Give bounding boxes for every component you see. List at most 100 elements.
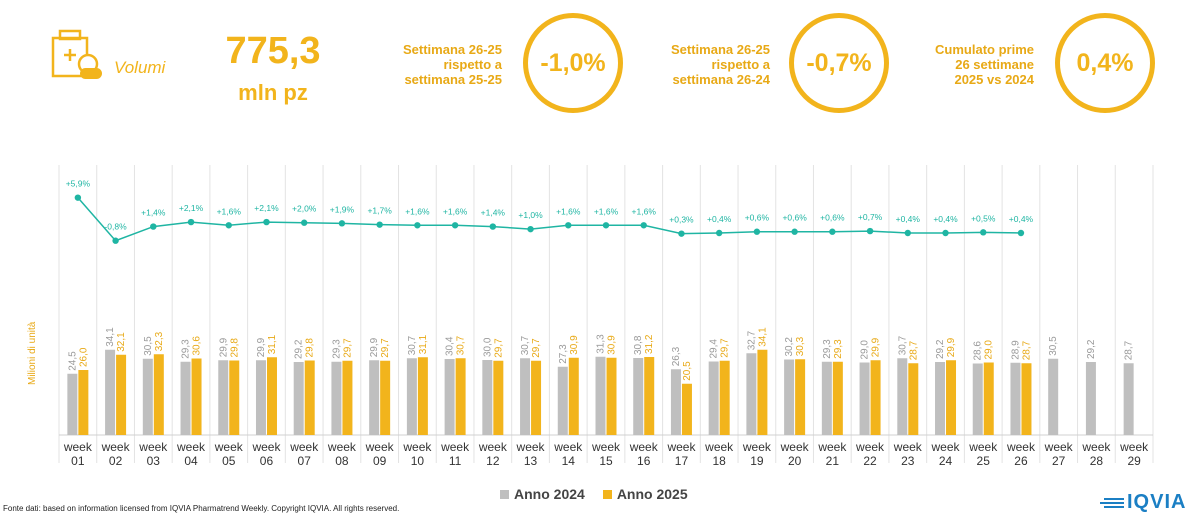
x-tick-label: week (742, 440, 772, 454)
x-tick-label: 21 (826, 454, 840, 468)
x-tick-label: 16 (637, 454, 651, 468)
bar-value-label: 28,7 (908, 340, 919, 360)
logo-mark-icon (1098, 495, 1124, 511)
growth-point (640, 222, 647, 229)
bar-2025-9 (380, 360, 391, 435)
growth-point (678, 230, 685, 237)
bar-value-label: 28,7 (1124, 340, 1135, 360)
bar-value-label: 29,7 (493, 338, 504, 358)
x-tick-label: 04 (184, 454, 198, 468)
pill-box-icon (51, 29, 102, 79)
y-axis-title: Milioni di unità (27, 321, 38, 385)
bar-2024-2 (105, 349, 116, 435)
x-tick-label: week (251, 440, 281, 454)
x-tick-label: 09 (373, 454, 387, 468)
x-tick-label: 12 (486, 454, 500, 468)
source-note: Fonte dati: based on information license… (3, 504, 400, 513)
bar-value-label: 29,8 (229, 338, 240, 358)
x-tick-label: week (214, 440, 244, 454)
growth-point (225, 222, 232, 229)
growth-label: +2,1% (254, 203, 279, 213)
bar-value-label: 29,3 (833, 339, 844, 359)
bar-value-label: 29,7 (342, 338, 353, 358)
kpi-cumulative-label: Cumulato prime 26 settimane 2025 vs 2024 (935, 42, 1034, 87)
x-tick-label: week (327, 440, 357, 454)
growth-point (753, 228, 761, 235)
x-tick-label: week (289, 440, 319, 454)
growth-label: +1,6% (405, 206, 430, 216)
growth-point (980, 229, 987, 236)
x-tick-label: 29 (1127, 454, 1141, 468)
x-tick-label: 07 (298, 454, 312, 468)
growth-label: +5,9% (66, 179, 91, 189)
bar-value-label: 29,0 (984, 340, 995, 360)
growth-point (338, 220, 346, 227)
x-tick-label: week (855, 440, 885, 454)
total-volume-unit: mln pz (238, 80, 308, 105)
growth-label: +0,6% (820, 213, 845, 223)
x-tick-label: week (666, 440, 696, 454)
bar-2025-11 (455, 358, 466, 435)
x-tick-label: week (478, 440, 508, 454)
bar-value-label: 28,9 (1010, 340, 1021, 360)
bar-value-label: 29,7 (380, 338, 391, 358)
x-tick-label: week (553, 440, 583, 454)
bar-value-label: 30,9 (569, 335, 580, 355)
x-tick-label: 28 (1090, 454, 1104, 468)
bar-value-label: 28,6 (973, 341, 984, 361)
bar-2024-8 (331, 361, 342, 435)
bar-2024-4 (180, 361, 191, 435)
chart-legend: Anno 2024 Anno 2025 (500, 486, 688, 502)
x-tick-label: 02 (109, 454, 123, 468)
bar-2025-5 (229, 360, 240, 435)
bar-2024-28 (1085, 362, 1096, 435)
x-tick-label: week (629, 440, 659, 454)
bar-value-label: 30,7 (407, 335, 418, 355)
x-tick-label: week (931, 440, 961, 454)
bar-2024-12 (482, 360, 493, 435)
growth-point (301, 219, 308, 226)
bar-value-label: 31,2 (644, 334, 655, 354)
growth-label: +0,3% (669, 215, 694, 225)
x-tick-label: 03 (147, 454, 161, 468)
total-volume-value: 775,3 (225, 30, 321, 72)
x-tick-label: 14 (562, 454, 576, 468)
header: Volumi 775,3 mln pz Settimana 26-25 risp… (0, 0, 1203, 150)
growth-point (187, 218, 195, 226)
bar-2025-8 (342, 360, 353, 435)
x-tick-label: 10 (411, 454, 425, 468)
bar-2024-16 (633, 358, 644, 435)
bar-value-label: 20,5 (682, 361, 693, 381)
bar-value-label: 30,0 (482, 337, 493, 357)
bar-2025-19 (757, 349, 768, 435)
bar-2024-29 (1123, 363, 1134, 435)
bar-2025-14 (568, 357, 579, 435)
x-tick-label: week (1044, 440, 1074, 454)
growth-label: +1,9% (330, 204, 355, 214)
x-tick-label: week (1081, 440, 1111, 454)
bar-2024-26 (1010, 362, 1021, 435)
x-tick-label: 05 (222, 454, 236, 468)
bar-2024-15 (595, 356, 606, 435)
bar-value-label: 29,9 (871, 337, 882, 357)
bar-2025-15 (606, 357, 617, 435)
bar-2024-7 (293, 362, 304, 435)
x-tick-label: 08 (335, 454, 349, 468)
growth-point (829, 228, 836, 235)
growth-point (866, 227, 874, 235)
x-tick-label: 20 (788, 454, 802, 468)
bar-2025-7 (304, 360, 315, 435)
bar-value-label: 30,4 (445, 336, 456, 356)
growth-label: +1,6% (443, 206, 468, 216)
kpi-yoy-week-value: -0,7% (789, 13, 889, 113)
bar-2024-18 (708, 361, 719, 435)
legend-label-2025: Anno 2025 (616, 486, 688, 502)
x-tick-label: 24 (939, 454, 953, 468)
growth-label: +1,4% (141, 208, 166, 218)
weekly-volume-chart: 24,534,1 30,5 29,3 29,9 29,9 29,2 29,3 29,9 30,7… (58, 165, 1154, 468)
bar-value-label: 32,7 (746, 330, 757, 350)
bar-value-label: 30,2 (784, 337, 795, 357)
growth-point (376, 221, 383, 228)
legend-label-2024: Anno 2024 (514, 486, 585, 502)
bar-2025-10 (417, 357, 428, 435)
